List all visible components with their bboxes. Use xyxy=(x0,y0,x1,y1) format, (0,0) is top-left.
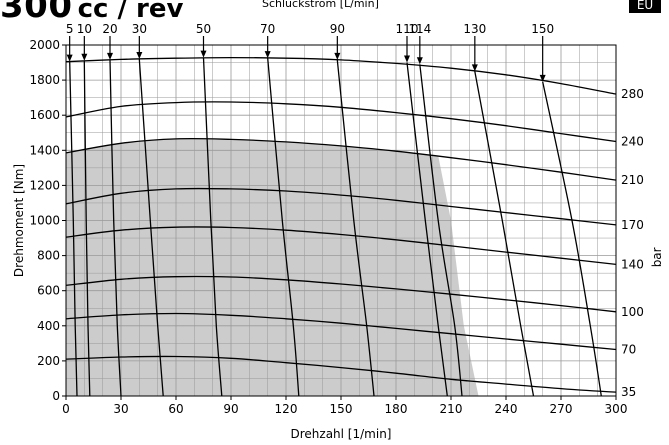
pressure-curve-280 xyxy=(65,56,617,95)
flow-axis-title: Schluckstrom [L/min] xyxy=(262,0,379,10)
y-tick-label: 200 xyxy=(37,354,60,368)
flow-arrow-head-30 xyxy=(136,52,143,60)
pressure-curve-140 xyxy=(65,226,617,266)
x-tick-label: 180 xyxy=(385,402,408,416)
flow-curve-50 xyxy=(202,57,223,397)
flow-curves xyxy=(69,57,602,397)
pressure-label-140: 140 xyxy=(621,257,644,271)
flow-label-70: 70 xyxy=(260,22,275,36)
flow-curve-30 xyxy=(138,58,164,397)
pressure-label-100: 100 xyxy=(621,305,644,319)
pressure-label-240: 240 xyxy=(621,135,644,149)
x-tick-label: 0 xyxy=(62,402,70,416)
pressure-label-35: 35 xyxy=(621,385,636,399)
x-tick-label: 90 xyxy=(223,402,238,416)
flow-curve-5 xyxy=(69,61,78,397)
flow-label-90: 90 xyxy=(330,22,345,36)
pressure-curve-70 xyxy=(65,312,617,351)
flow-arrow-head-5 xyxy=(66,54,73,62)
x-tick-labels: 0 30 60 90 120 150 180 210 240 270 300 xyxy=(62,396,627,416)
flow-curve-110 xyxy=(406,62,448,397)
displacement-unit: cc / rev xyxy=(77,0,184,24)
flow-arrow-head-110 xyxy=(404,55,410,63)
flow-label-150: 150 xyxy=(531,22,554,36)
right-axis-label: bar xyxy=(650,247,664,267)
flow-arrow-head-130 xyxy=(471,64,478,72)
flow-label-5: 5 xyxy=(66,22,74,36)
x-tick-label: 210 xyxy=(440,402,463,416)
flow-curve-130 xyxy=(474,71,535,397)
chart-heading: 300 cc / rev xyxy=(0,0,183,26)
flow-label-110: 110 xyxy=(396,22,419,36)
flow-arrow-head-50 xyxy=(200,50,207,58)
flow-curve-90 xyxy=(336,59,375,397)
flow-label-114: 114 xyxy=(408,22,431,36)
y-axis-label: Drehmoment [Nm] xyxy=(12,164,26,277)
y-tick-label: 1200 xyxy=(29,178,60,192)
flow-arrow-head-90 xyxy=(334,52,341,60)
y-tick-label: 400 xyxy=(37,319,60,333)
flow-label-130: 130 xyxy=(463,22,486,36)
pressure-label-280: 280 xyxy=(621,87,644,101)
displacement-value: 300 xyxy=(0,0,73,26)
y-tick-label: 1400 xyxy=(29,143,60,157)
flow-label-20: 20 xyxy=(102,22,117,36)
x-tick-label: 60 xyxy=(168,402,183,416)
y-tick-label: 1000 xyxy=(29,214,60,228)
region-badge: EU xyxy=(629,0,661,13)
x-tick-label: 270 xyxy=(550,402,573,416)
y-tick-label: 600 xyxy=(37,284,60,298)
pressure-curve-100 xyxy=(65,275,617,313)
flow-curve-10 xyxy=(83,60,91,397)
x-tick-label: 240 xyxy=(495,402,518,416)
flow-curve-70 xyxy=(267,58,300,397)
flow-arrow-head-20 xyxy=(107,52,113,60)
pressure-curve-240 xyxy=(65,101,617,143)
pressure-curves: 35 70 100 140 170 210 240 280 xyxy=(65,56,644,399)
y-tick-label: 1800 xyxy=(29,73,60,87)
flow-label-50: 50 xyxy=(196,22,211,36)
flow-curve-150 xyxy=(542,81,602,397)
pressure-curve-170 xyxy=(65,187,617,226)
flow-arrow-head-10 xyxy=(81,53,88,61)
x-axis-label: Drehzahl [1/min] xyxy=(291,427,392,441)
x-tick-label: 120 xyxy=(275,402,298,416)
pressure-label-170: 170 xyxy=(621,218,644,232)
flow-label-30: 30 xyxy=(132,22,147,36)
flow-arrow-head-70 xyxy=(264,51,271,59)
y-tick-label: 800 xyxy=(37,249,60,263)
flow-curve-114 xyxy=(419,64,463,397)
y-tick-labels: 0 200 400 600 800 1000 1200 1400 1600 1800 2000 xyxy=(29,38,66,403)
flow-arrow-head-150 xyxy=(539,74,546,82)
x-tick-label: 30 xyxy=(113,402,128,416)
flow-curve-20 xyxy=(109,59,122,397)
flow-label-10: 10 xyxy=(77,22,92,36)
pressure-label-70: 70 xyxy=(621,342,636,356)
x-tick-label: 150 xyxy=(330,402,353,416)
y-tick-label: 1600 xyxy=(29,108,60,122)
pressure-label-210: 210 xyxy=(621,173,644,187)
pressure-curve-210 xyxy=(65,137,617,181)
flow-arrow-head-114 xyxy=(416,57,423,65)
y-tick-label: 0 xyxy=(52,389,60,403)
y-tick-label: 2000 xyxy=(29,38,60,52)
x-tick-label: 300 xyxy=(605,402,628,416)
